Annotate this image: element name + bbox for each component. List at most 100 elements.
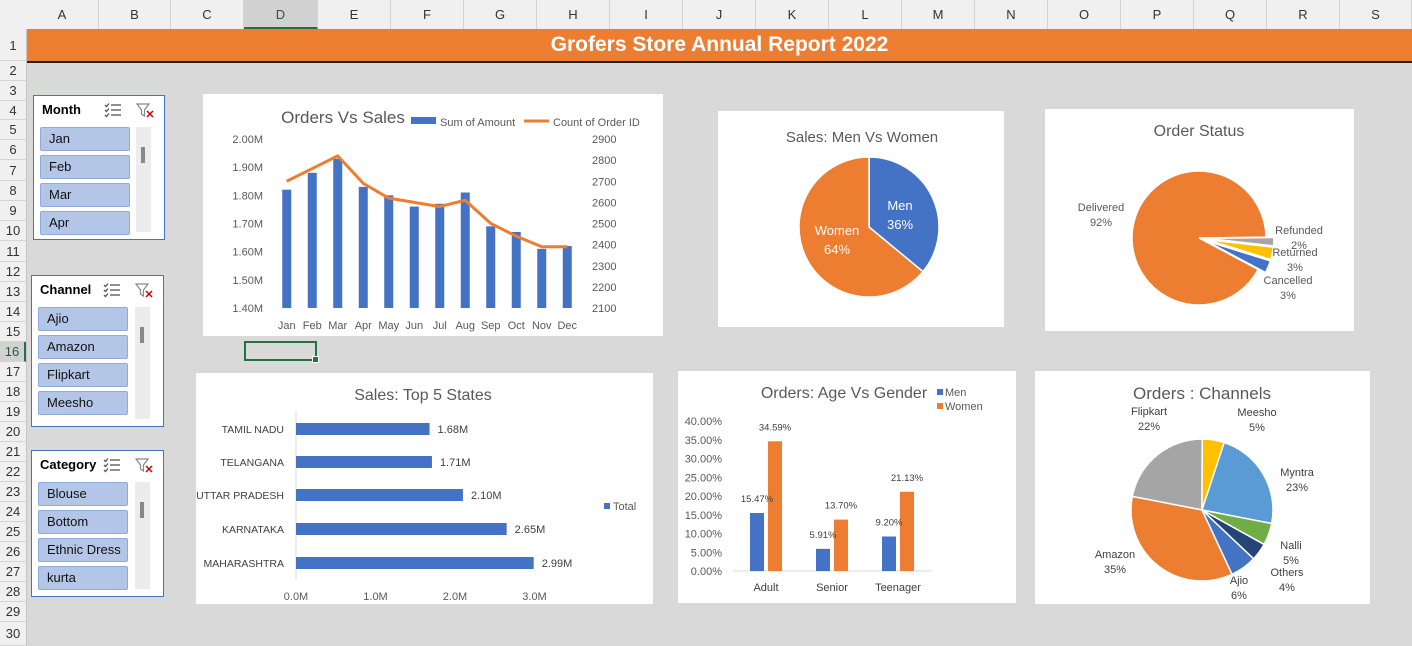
bar-amount-dec[interactable] — [562, 246, 572, 308]
column-header-c[interactable]: C — [171, 0, 244, 29]
bar-telangana[interactable] — [296, 456, 432, 468]
bar-tamil-nadu[interactable] — [296, 423, 430, 435]
bar-men-teenager[interactable] — [882, 536, 896, 572]
slicer-item[interactable]: Jan — [40, 127, 130, 151]
bar-amount-oct[interactable] — [511, 231, 521, 308]
row-header-17[interactable]: 17 — [0, 362, 26, 382]
pie-slice-returned[interactable] — [1206, 238, 1275, 261]
row-header-9[interactable]: 9 — [0, 201, 26, 221]
multi-select-icon[interactable] — [104, 102, 122, 118]
bar-amount-jul[interactable] — [435, 203, 445, 308]
slicer-scrollbar[interactable] — [135, 307, 150, 419]
bar-amount-may[interactable] — [384, 195, 394, 308]
column-header-a[interactable]: A — [26, 0, 99, 29]
row-header-7[interactable]: 7 — [0, 160, 26, 181]
pie-slice-women[interactable] — [798, 156, 924, 298]
slicer-scrollbar[interactable] — [136, 127, 151, 232]
column-header-g[interactable]: G — [464, 0, 537, 29]
row-header-26[interactable]: 26 — [0, 542, 26, 562]
bar-uttar-pradesh[interactable] — [296, 489, 463, 501]
bar-amount-mar[interactable] — [333, 158, 343, 308]
chart-orders-vs-sales[interactable]: Orders Vs Sales Sum of Amount Count of Ord… — [203, 94, 663, 336]
row-header-24[interactable]: 24 — [0, 502, 26, 522]
column-header-l[interactable]: L — [829, 0, 902, 29]
bar-men-adult[interactable] — [750, 512, 764, 571]
bar-maharashtra[interactable] — [296, 557, 534, 569]
bar-women-teenager[interactable] — [900, 491, 914, 571]
row-header-1[interactable]: 1 — [0, 30, 26, 61]
pie-slice-cancelled[interactable] — [1206, 240, 1272, 274]
column-header-j[interactable]: J — [683, 0, 756, 29]
slicer-item[interactable]: Bottom — [38, 510, 128, 534]
column-header-k[interactable]: K — [756, 0, 829, 29]
pie-slice-delivered[interactable] — [1131, 170, 1267, 306]
row-header-20[interactable]: 20 — [0, 422, 26, 442]
column-header-i[interactable]: I — [610, 0, 683, 29]
row-header-25[interactable]: 25 — [0, 522, 26, 542]
clear-filter-icon[interactable] — [134, 457, 153, 473]
multi-select-icon[interactable] — [103, 457, 121, 473]
row-header-29[interactable]: 29 — [0, 602, 26, 622]
row-header-14[interactable]: 14 — [0, 302, 26, 322]
row-header-15[interactable]: 15 — [0, 322, 26, 342]
bar-amount-nov[interactable] — [537, 248, 547, 308]
slicer-item[interactable]: Apr — [40, 211, 130, 235]
column-header-e[interactable]: E — [318, 0, 391, 29]
slicer-item[interactable]: Ajio — [38, 307, 128, 331]
column-header-n[interactable]: N — [975, 0, 1048, 29]
scrollbar-thumb[interactable] — [140, 327, 144, 343]
column-header-h[interactable]: H — [537, 0, 610, 29]
scrollbar-thumb[interactable] — [141, 147, 145, 163]
bar-amount-apr[interactable] — [358, 186, 368, 308]
active-cell[interactable] — [244, 341, 319, 363]
slicer-item[interactable]: Flipkart — [38, 363, 128, 387]
slicer-item[interactable]: Feb — [40, 155, 130, 179]
clear-filter-icon[interactable] — [134, 282, 153, 298]
slicer-item[interactable]: Meesho — [38, 391, 128, 415]
row-header-11[interactable]: 11 — [0, 241, 26, 262]
row-header-28[interactable]: 28 — [0, 582, 26, 602]
row-header-16[interactable]: 16 — [0, 342, 26, 362]
bar-amount-jun[interactable] — [409, 206, 419, 308]
column-header-p[interactable]: P — [1121, 0, 1194, 29]
row-header-2[interactable]: 2 — [0, 61, 26, 81]
bar-men-senior[interactable] — [816, 548, 830, 571]
bar-women-senior[interactable] — [834, 519, 848, 571]
bar-amount-jan[interactable] — [282, 189, 292, 308]
row-header-3[interactable]: 3 — [0, 81, 26, 101]
chart-age-vs-gender[interactable]: Orders: Age Vs Gender Men Women 0.00% 5.00% 1… — [678, 371, 1016, 603]
pie-slice-men[interactable] — [868, 156, 940, 273]
pie-slice-flipkart[interactable] — [1131, 438, 1204, 511]
slicer-item[interactable]: Ethnic Dress — [38, 538, 128, 562]
row-header-22[interactable]: 22 — [0, 462, 26, 482]
row-header-8[interactable]: 8 — [0, 181, 26, 201]
slicer-scrollbar[interactable] — [135, 482, 150, 589]
column-header-b[interactable]: B — [99, 0, 171, 29]
multi-select-icon[interactable] — [103, 282, 121, 298]
row-header-10[interactable]: 10 — [0, 221, 26, 241]
row-header-21[interactable]: 21 — [0, 442, 26, 462]
column-header-r[interactable]: R — [1267, 0, 1340, 29]
bar-amount-aug[interactable] — [460, 192, 470, 308]
pie-slice-myntra[interactable] — [1201, 441, 1274, 525]
line-order-count[interactable] — [286, 154, 568, 249]
pie-slice-refunded[interactable] — [1206, 236, 1275, 247]
row-header-13[interactable]: 13 — [0, 282, 26, 302]
chart-order-status[interactable]: Order Status Delivered 92% Refunded 2% Return… — [1045, 109, 1354, 331]
column-header-m[interactable]: M — [902, 0, 975, 29]
chart-top-states[interactable]: Sales: Top 5 States 1.68M TAMIL NADU 1.71M T… — [196, 373, 653, 604]
column-header-o[interactable]: O — [1048, 0, 1121, 29]
row-header-4[interactable]: 4 — [0, 101, 26, 120]
column-header-s[interactable]: S — [1340, 0, 1412, 29]
bar-women-adult[interactable] — [768, 441, 782, 571]
chart-men-vs-women[interactable]: Sales: Men Vs Women Men 36% Women 64% — [717, 110, 1005, 328]
slicer-item[interactable]: Amazon — [38, 335, 128, 359]
fill-handle[interactable] — [312, 356, 319, 363]
slicer-item[interactable]: Blouse — [38, 482, 128, 506]
scrollbar-thumb[interactable] — [140, 502, 144, 518]
clear-filter-icon[interactable] — [135, 102, 154, 118]
pie-slice-amazon[interactable] — [1130, 495, 1234, 582]
slicer-item[interactable]: kurta — [38, 566, 128, 590]
chart-channels[interactable]: Orders : Channels Flipkart 22% Meesho 5% Mynt… — [1035, 371, 1370, 604]
column-header-q[interactable]: Q — [1194, 0, 1267, 29]
